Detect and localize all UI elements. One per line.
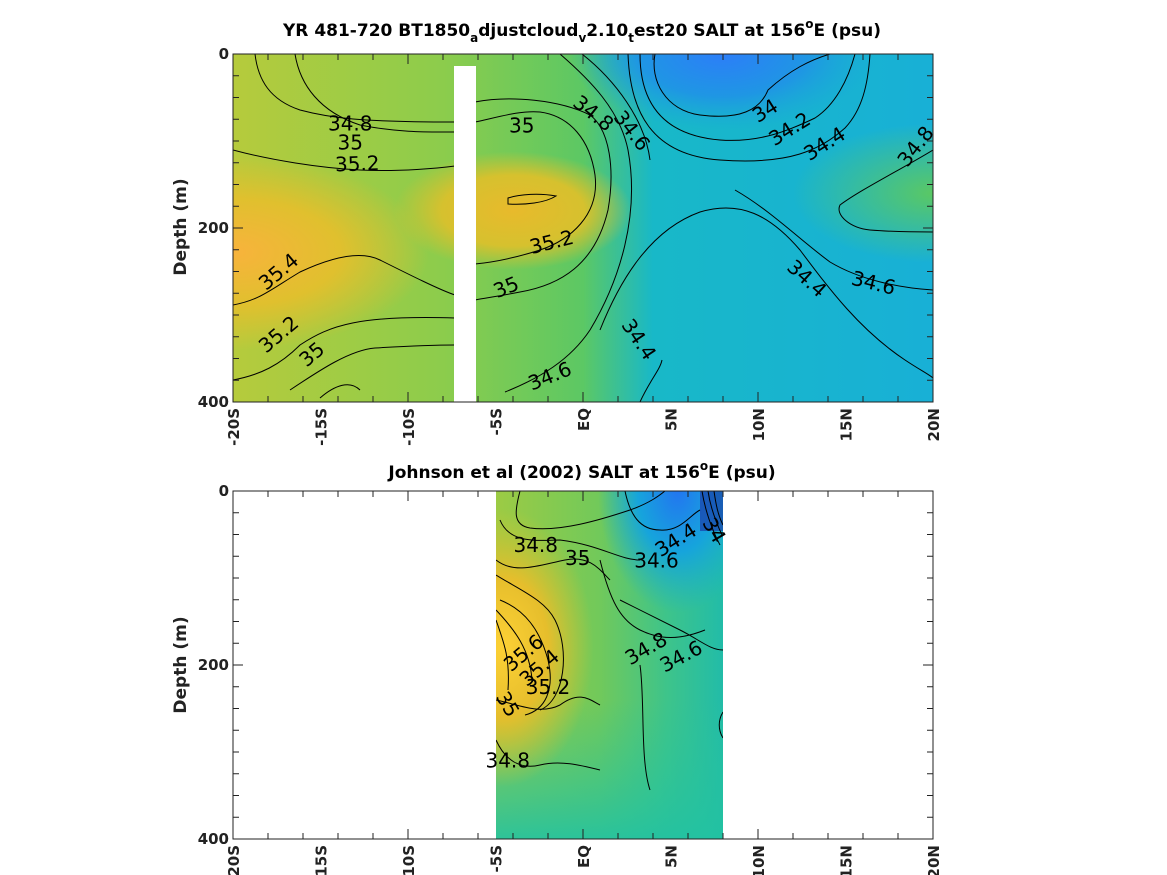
y-tick-label: 0 (219, 45, 229, 63)
contour-line (515, 491, 666, 530)
upper-missing-data-gap (454, 66, 476, 402)
x-tick-label: -20S (225, 408, 243, 446)
x-tick-label: EQ (575, 845, 593, 868)
contour-line (474, 98, 612, 301)
x-tick-label: 10N (750, 408, 768, 441)
contour-line (838, 149, 933, 233)
contour-line (289, 344, 456, 391)
x-tick-label: 5N (663, 845, 681, 868)
contour-label: 34.8 (328, 112, 373, 136)
contour-label: 34.8 (513, 533, 558, 557)
contour-line (639, 54, 856, 141)
lower-axis-ticks (232, 490, 934, 840)
contour-line (624, 491, 701, 531)
contour-line (701, 491, 721, 546)
contour-line (496, 574, 564, 711)
x-tick-label: 20N (925, 408, 943, 441)
contour-line (713, 491, 723, 526)
y-tick-label: 400 (198, 393, 229, 411)
lower-y-tick-labels: 0 200 400 (198, 482, 229, 848)
contour-line (718, 711, 723, 739)
lower-title: Johnson et al (2002) SALT at 156oE (psu) (387, 459, 775, 483)
y-tick-label: 0 (219, 482, 229, 500)
contour-line (504, 54, 633, 393)
contour-line (599, 207, 933, 379)
x-tick-label: EQ (575, 408, 593, 431)
contour-line (499, 519, 641, 561)
x-tick-label: -15S (313, 845, 331, 875)
contour-line (581, 54, 651, 161)
contour-line (499, 599, 551, 716)
x-tick-label: 15N (838, 408, 856, 441)
contour-line (233, 149, 456, 172)
contour-line (294, 54, 456, 133)
contour-line (254, 54, 456, 123)
x-tick-label: -5S (488, 408, 506, 435)
contour-line (496, 619, 509, 691)
contour-line (496, 558, 611, 581)
x-tick-label: -10S (400, 408, 418, 446)
upper-y-axis-label: Depth (m) (171, 178, 191, 275)
contour-line (619, 599, 723, 651)
contour-line (639, 664, 651, 791)
x-tick-label: -20S (225, 845, 243, 875)
contour-label: 35 (338, 131, 363, 155)
contour-label: 35.2 (335, 151, 380, 177)
contour-line (707, 491, 723, 536)
y-tick-label: 200 (198, 219, 229, 237)
contour-line (233, 255, 456, 306)
contour-line (653, 54, 831, 117)
contour-line (627, 54, 871, 162)
x-tick-label: 5N (663, 408, 681, 431)
y-tick-label: 200 (198, 656, 229, 674)
contour-line (496, 696, 601, 710)
contour-line (734, 189, 933, 291)
contour-line (496, 609, 533, 681)
lower-y-axis-label: Depth (m) (171, 616, 191, 713)
contour-line (319, 384, 361, 399)
lower-salinity-field (496, 491, 723, 839)
contour-line (507, 193, 558, 205)
upper-x-tick-labels: -20S -15S -10S -5S EQ 5N 10N 15N 20N (225, 408, 943, 446)
x-tick-label: 10N (750, 845, 768, 875)
contour-line (496, 739, 601, 771)
x-tick-label: -15S (313, 408, 331, 446)
x-tick-label: 20N (925, 845, 943, 875)
contour-label: 35.2 (526, 675, 571, 699)
contour-line (639, 359, 663, 402)
upper-salinity-field (233, 54, 933, 402)
x-tick-label: 15N (838, 845, 856, 875)
x-tick-label: -5S (488, 845, 506, 872)
contour-label: 35 (509, 113, 534, 137)
contour-line (474, 111, 597, 265)
contour-line (233, 317, 456, 381)
contour-label: 34.6 (634, 549, 679, 573)
upper-axis-ticks (232, 53, 934, 403)
x-tick-label: -10S (400, 845, 418, 875)
y-tick-label: 400 (198, 830, 229, 848)
upper-y-tick-labels: 0 200 400 (198, 45, 229, 411)
contour-label: 34.8 (485, 749, 530, 773)
lower-x-tick-labels: -20S -15S -10S -5S EQ 5N 10N 15N 20N (225, 845, 943, 875)
upper-title: YR 481-720 BT1850adjustcloudv2.10test20 … (282, 17, 881, 45)
contour-line (599, 559, 706, 638)
contour-label: 35 (565, 546, 590, 570)
